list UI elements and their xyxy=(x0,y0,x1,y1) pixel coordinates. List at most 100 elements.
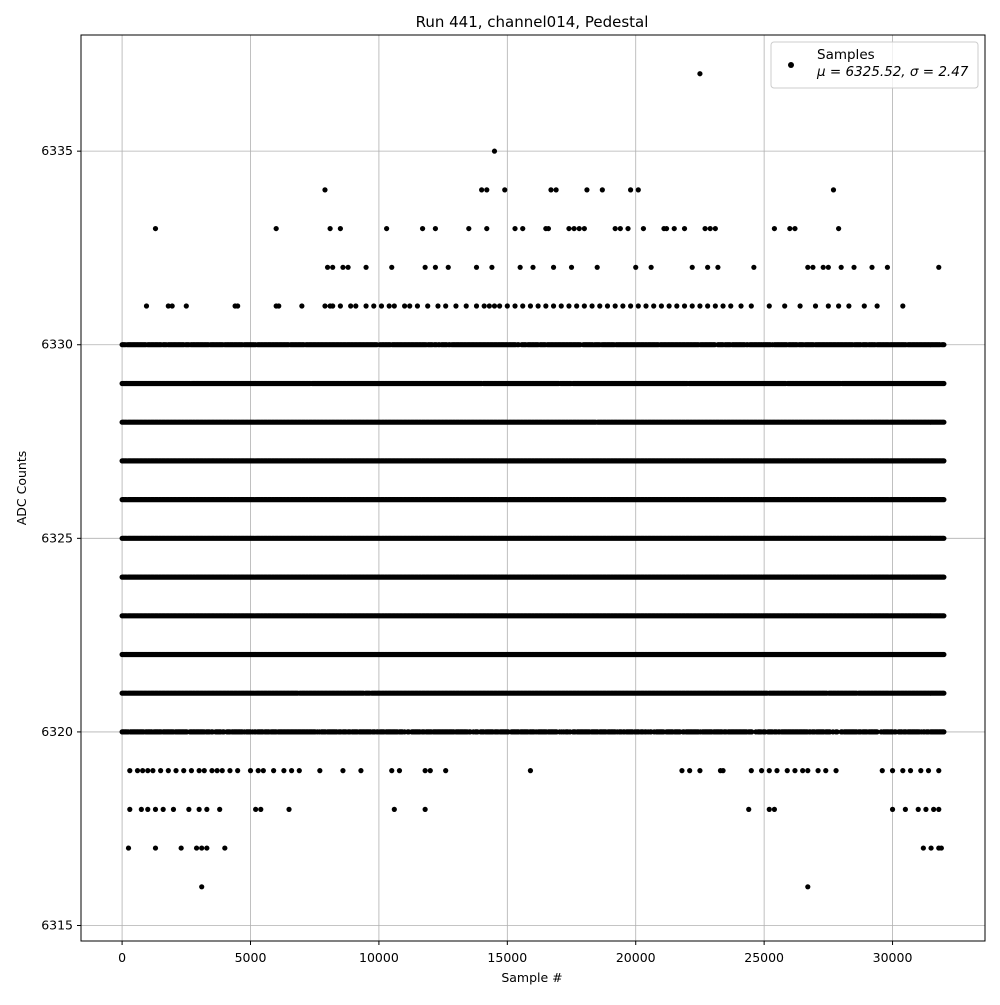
data-point xyxy=(371,303,377,309)
data-point xyxy=(138,806,144,812)
data-point xyxy=(823,768,829,774)
data-point xyxy=(517,264,523,270)
data-point xyxy=(915,806,921,812)
data-point xyxy=(889,806,896,812)
data-point xyxy=(938,845,944,851)
data-point xyxy=(900,303,906,309)
data-point xyxy=(273,225,279,232)
data-point xyxy=(766,806,772,812)
data-point xyxy=(271,768,277,774)
data-point xyxy=(520,225,526,232)
data-point xyxy=(247,768,254,774)
data-point-band xyxy=(119,496,947,503)
chart-title: Run 441, channel014, Pedestal xyxy=(416,13,649,31)
data-point xyxy=(907,768,914,774)
data-point xyxy=(702,225,708,232)
data-point xyxy=(193,845,200,851)
data-point xyxy=(748,303,754,309)
data-point xyxy=(363,264,369,270)
data-point xyxy=(925,768,932,774)
data-point xyxy=(746,806,752,812)
data-point xyxy=(152,806,159,812)
data-point-band xyxy=(119,651,947,658)
data-point xyxy=(463,303,469,309)
data-point xyxy=(330,303,336,309)
data-point xyxy=(705,303,711,309)
data-point xyxy=(918,768,924,774)
data-point xyxy=(217,806,223,812)
data-point xyxy=(504,303,510,309)
data-point xyxy=(612,225,618,232)
data-point xyxy=(276,303,282,309)
data-point xyxy=(196,806,202,812)
data-point xyxy=(443,303,449,309)
data-point xyxy=(707,225,713,232)
data-point xyxy=(152,845,159,851)
data-point xyxy=(846,303,852,309)
data-point xyxy=(317,768,323,774)
data-point xyxy=(833,768,839,774)
data-point xyxy=(712,225,718,232)
data-point xyxy=(805,884,811,890)
data-point xyxy=(671,225,677,232)
data-point xyxy=(337,303,343,309)
data-point xyxy=(687,768,693,774)
data-point xyxy=(422,806,428,812)
data-point xyxy=(170,806,177,812)
data-point xyxy=(422,264,428,270)
data-point xyxy=(550,303,557,309)
data-point xyxy=(340,768,346,774)
data-point xyxy=(861,303,867,309)
data-point xyxy=(640,225,647,232)
y-tick-label: 6330 xyxy=(41,337,73,352)
data-point xyxy=(255,768,261,774)
data-point xyxy=(635,303,641,309)
data-point xyxy=(900,768,906,774)
data-point xyxy=(491,303,498,309)
data-point xyxy=(697,768,703,774)
data-point xyxy=(363,303,369,309)
data-point xyxy=(599,187,605,193)
data-point xyxy=(651,303,657,309)
y-tick-label: 6320 xyxy=(41,724,73,739)
data-point xyxy=(889,768,896,774)
x-tick-label: 25000 xyxy=(744,950,784,965)
data-point-band xyxy=(119,342,947,348)
data-point xyxy=(589,303,595,309)
data-point xyxy=(928,845,934,851)
x-tick-label: 0 xyxy=(118,950,126,965)
data-point xyxy=(936,768,942,774)
data-point xyxy=(422,768,428,774)
data-point xyxy=(186,806,192,812)
data-point xyxy=(720,768,726,774)
data-point xyxy=(689,264,695,270)
data-point xyxy=(178,845,184,851)
data-point xyxy=(127,768,133,774)
data-point xyxy=(705,264,711,270)
data-point xyxy=(931,806,937,812)
data-point xyxy=(758,768,765,774)
x-tick-label: 30000 xyxy=(873,950,913,965)
data-point xyxy=(199,845,205,851)
data-point xyxy=(825,303,831,309)
data-point-band xyxy=(119,729,947,735)
data-point xyxy=(481,303,487,309)
data-point xyxy=(299,303,305,309)
data-point xyxy=(196,768,202,774)
data-point xyxy=(530,264,536,270)
data-point xyxy=(697,303,703,309)
data-point xyxy=(748,768,754,774)
data-point xyxy=(936,264,942,270)
data-point xyxy=(286,806,292,812)
data-point xyxy=(812,303,819,309)
data-point xyxy=(143,303,150,309)
data-point xyxy=(473,264,480,270)
data-point xyxy=(720,303,726,309)
data-point xyxy=(209,768,215,774)
data-point-band xyxy=(119,419,947,425)
data-point xyxy=(173,768,179,774)
data-point xyxy=(489,264,495,270)
data-point xyxy=(253,806,259,812)
x-tick-label: 15000 xyxy=(487,950,527,965)
data-point xyxy=(340,264,346,270)
